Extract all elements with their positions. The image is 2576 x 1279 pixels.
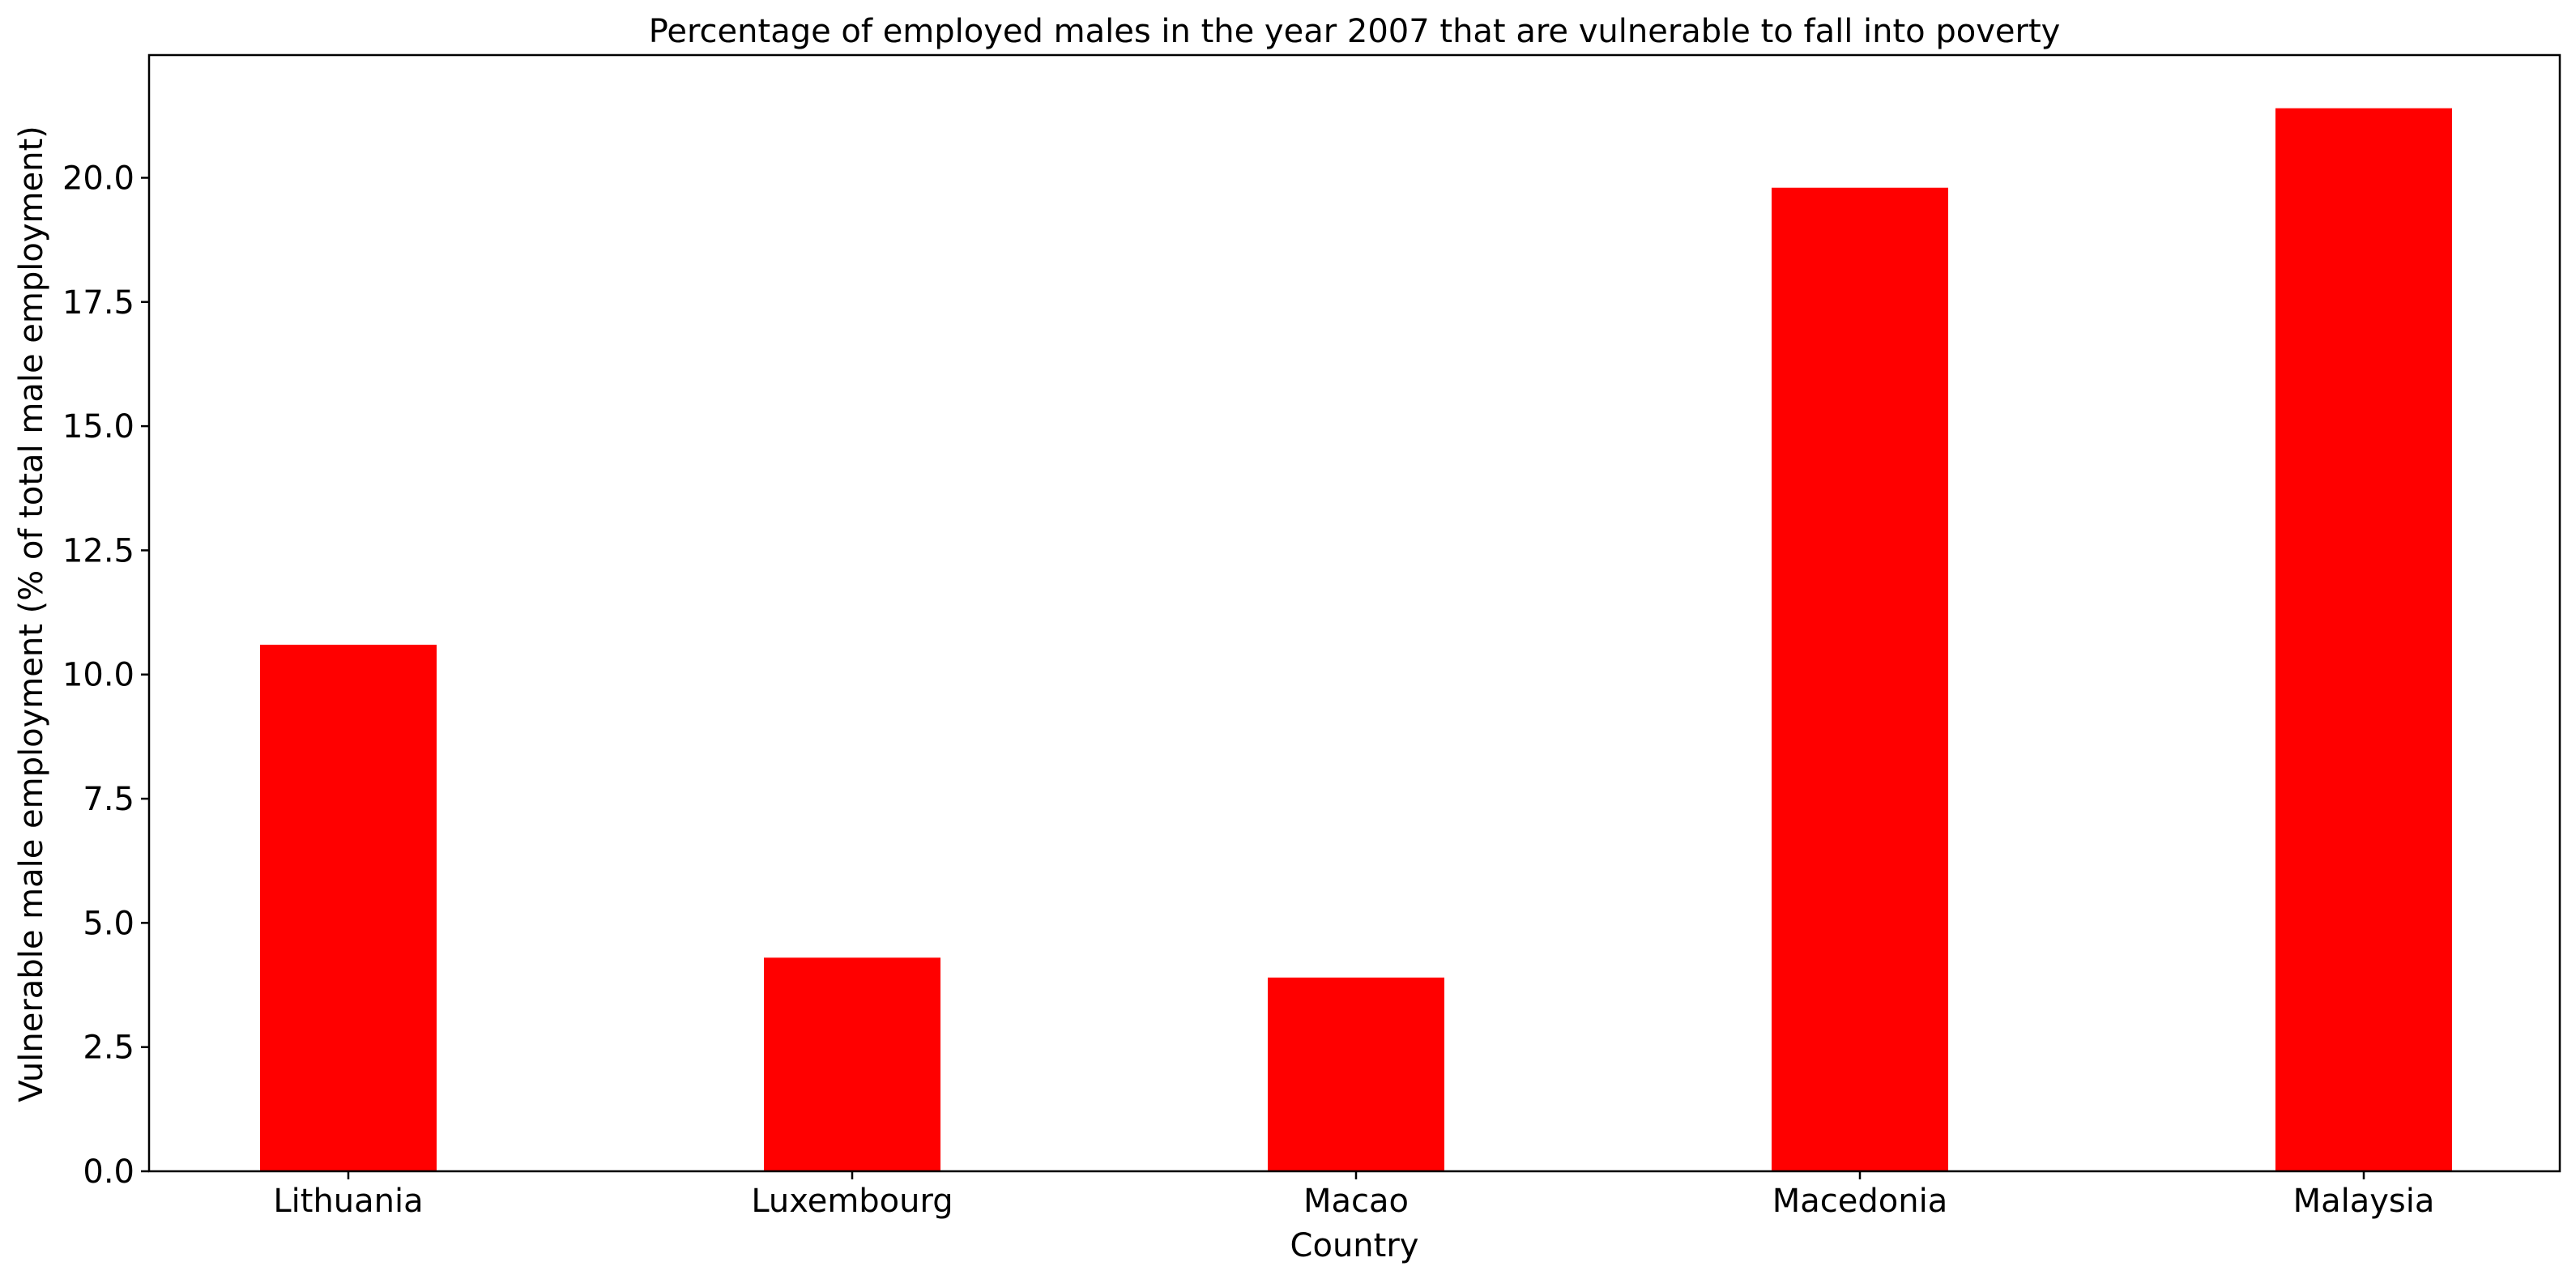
y-tick-label: 7.5 <box>83 781 134 818</box>
x-tick-label-malaysia: Malaysia <box>2293 1183 2435 1220</box>
x-tick-label-lithuania: Lithuania <box>273 1183 423 1220</box>
chart-title: Percentage of employed males in the year… <box>649 13 2061 50</box>
y-tick-label: 17.5 <box>62 284 134 322</box>
x-tick-label-macao: Macao <box>1303 1183 1409 1220</box>
bar-luxembourg <box>764 957 940 1171</box>
y-tick-label: 15.0 <box>62 408 134 446</box>
y-tick-label: 20.0 <box>62 160 134 197</box>
y-tick-label: 12.5 <box>62 532 134 569</box>
y-axis-ticks: 0.0 2.5 5.0 7.5 10.0 12.5 15.0 17.5 20.0 <box>62 160 149 1191</box>
y-tick-label: 2.5 <box>83 1030 134 1067</box>
y-tick-label: 10.0 <box>62 657 134 694</box>
bar-lithuania <box>260 644 437 1171</box>
x-tick-label-macedonia: Macedonia <box>1772 1183 1947 1220</box>
plot-area-frame <box>147 53 2561 1173</box>
y-axis-label: Vulnerable male employment (% of total m… <box>13 126 50 1102</box>
bar-malaysia <box>2275 108 2452 1172</box>
y-tick-label: 5.0 <box>83 905 134 942</box>
bar-macedonia <box>1772 187 1948 1172</box>
x-tick-label-luxembourg: Luxembourg <box>751 1183 953 1220</box>
y-tick-label: 0.0 <box>83 1153 134 1191</box>
x-axis-ticks: Lithuania Luxembourg Macao Macedonia Malaysi… <box>273 1171 2434 1220</box>
x-axis-label: Country <box>1290 1227 1419 1264</box>
bars-layer <box>260 108 2452 1172</box>
bar-macao <box>1268 977 1444 1171</box>
